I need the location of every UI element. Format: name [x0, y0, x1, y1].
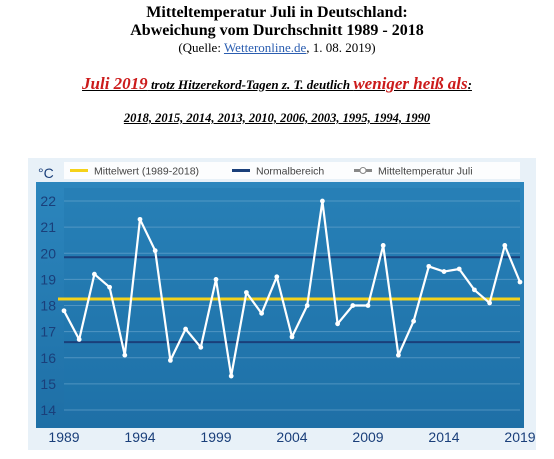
legend-marker [359, 167, 367, 174]
data-point [411, 318, 416, 324]
grid-layer [64, 200, 520, 411]
y-unit-label: °C [38, 165, 54, 181]
data-point [107, 284, 112, 290]
data-point [289, 334, 295, 340]
data-point [92, 271, 97, 277]
legend-label: Normalbereich [256, 166, 324, 178]
data-point [198, 344, 204, 350]
chart-container: 14 15 16 17 18 19 20 21 22 1989 1994 1999 2004 2009 2… [28, 158, 536, 450]
data-point [441, 269, 447, 274]
y-tick-label: 21 [40, 219, 56, 235]
legend-label: Mitteltemperatur Juli [378, 166, 473, 178]
headline-accent: weniger heiß als [353, 74, 468, 93]
x-tick-label: 2019 [504, 429, 535, 445]
y-tick-label: 15 [40, 376, 56, 392]
x-tick-label: 2009 [352, 429, 383, 445]
x-tick-label: 1994 [124, 429, 155, 445]
legend-background [64, 162, 520, 179]
data-point [137, 216, 143, 222]
source-prefix: (Quelle: [178, 40, 224, 55]
headline-middle: trotz Hitzerekord-Tagen z. T. deutlich [147, 77, 354, 92]
data-point [456, 266, 462, 272]
comparison-years: 2018, 2015, 2014, 2013, 2010, 2006, 2003… [123, 111, 431, 125]
data-point [472, 287, 477, 293]
x-tick-label: 1999 [200, 429, 231, 445]
data-point [168, 357, 173, 363]
y-tick-label: 19 [40, 271, 56, 287]
chart-legend: Mittelwert (1989-2018) Normalbereich Mitte… [64, 162, 520, 179]
normal-range-layer [64, 256, 520, 344]
data-point [122, 352, 128, 358]
y-axis-ticks: 14 15 16 17 18 19 20 21 22 [40, 193, 56, 418]
legend-label: Mittelwert (1989-2018) [94, 166, 199, 178]
data-point [335, 321, 340, 327]
data-point [61, 308, 67, 314]
y-tick-label: 17 [40, 324, 56, 340]
data-point [152, 248, 158, 254]
x-tick-label: 2014 [428, 429, 459, 445]
data-point [365, 303, 371, 308]
headline-year: Juli 2019 [82, 74, 148, 93]
x-axis-ticks: 1989 1994 1999 2004 2009 2014 2019 [48, 429, 535, 445]
data-point [502, 243, 508, 248]
source-link[interactable]: Wetteronline.de [223, 40, 307, 55]
temperature-chart: 14 15 16 17 18 19 20 21 22 1989 1994 1999 2004 2009 2… [28, 158, 536, 450]
y-tick-label: 16 [40, 350, 56, 366]
data-point [304, 303, 310, 308]
x-tick-label: 2004 [276, 429, 307, 445]
data-point [487, 300, 492, 306]
page-title-line1: Mitteltemperatur Juli in Deutschland: [146, 4, 408, 21]
data-point [244, 290, 249, 295]
y-tick-label: 18 [40, 298, 56, 314]
data-point [396, 352, 401, 358]
series-layer [61, 198, 523, 379]
data-point [228, 373, 234, 379]
x-tick-label: 1989 [48, 429, 79, 445]
page-title-line2: Abweichung vom Durchschnitt 1989 - 2018 [130, 22, 424, 39]
data-point [517, 279, 523, 285]
plot-background [36, 182, 524, 428]
headline: Juli 2019 trotz Hitzerekord-Tagen z. T. … [0, 74, 554, 95]
y-tick-label: 22 [40, 193, 56, 209]
y-tick-label: 14 [40, 402, 56, 418]
source-note: (Quelle: Wetteronline.de, 1. 08. 2019) [0, 40, 554, 56]
headline-colon: : [467, 77, 472, 92]
data-point [213, 277, 219, 282]
data-point [259, 310, 264, 316]
data-point [320, 198, 325, 204]
source-suffix: , 1. 08. 2019) [306, 40, 376, 55]
data-point [350, 303, 356, 308]
data-point [426, 263, 432, 269]
y-tick-label: 20 [40, 245, 56, 261]
data-point [274, 274, 280, 280]
data-point [76, 337, 82, 342]
data-point [380, 243, 386, 248]
data-point [183, 326, 189, 332]
